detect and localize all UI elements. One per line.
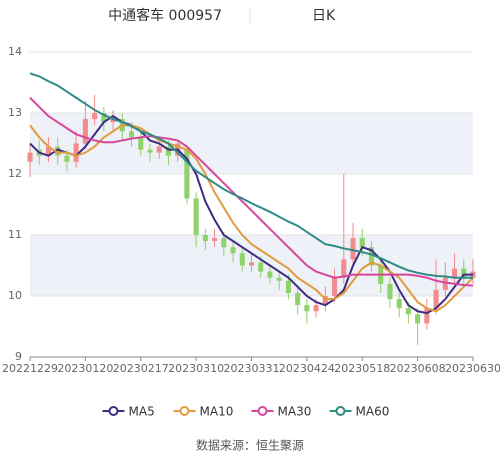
legend-label: MA10 — [200, 405, 234, 419]
candle-body — [239, 253, 245, 266]
candle-body — [45, 146, 51, 156]
legend-marker — [257, 406, 268, 416]
candle-body — [258, 262, 264, 272]
candle-body — [267, 271, 273, 278]
candle-body — [313, 305, 319, 312]
chart-subtitle: 日K — [312, 8, 336, 24]
candle-body — [55, 146, 61, 156]
candle-body — [368, 247, 375, 266]
legend-label: MA30 — [278, 405, 312, 419]
ma-line — [29, 72, 473, 279]
candle-body — [184, 149, 190, 199]
x-tick-label: 20230217 — [113, 362, 169, 375]
candle-body — [341, 259, 347, 278]
candle-body — [147, 149, 153, 153]
legend-item: MA30 — [251, 405, 312, 419]
legend: MA5 MA10 MA30 MA60 — [102, 405, 390, 419]
candle-body — [92, 113, 98, 120]
legend-marker — [335, 406, 346, 416]
candle-body — [359, 238, 365, 248]
candle-body — [82, 119, 88, 144]
legend-item: MA60 — [329, 405, 390, 419]
y-tick-label: 9 — [15, 350, 22, 363]
candle-body — [128, 131, 135, 138]
candle-body — [461, 268, 467, 278]
candle-body — [322, 296, 328, 306]
x-tick-label: 20230518 — [334, 362, 390, 375]
candle-body — [405, 308, 411, 315]
x-tick-label: 20230630 — [445, 362, 500, 375]
candle-body — [350, 238, 356, 260]
candle-body — [387, 283, 393, 300]
candle-body — [193, 198, 199, 235]
chart-title: 中通客车 000957 — [108, 7, 222, 24]
candle-body — [442, 277, 448, 290]
x-tick-label: 20230331 — [224, 362, 280, 375]
candle-body — [424, 308, 430, 324]
candle-body — [396, 299, 402, 309]
candle-body — [304, 305, 310, 312]
y-tick-label: 10 — [8, 289, 22, 302]
y-tick-label: 11 — [8, 228, 22, 241]
candle-body — [156, 146, 162, 153]
candle-body — [276, 277, 282, 281]
ma-line — [29, 124, 474, 313]
legend-label: MA60 — [356, 405, 390, 419]
legend-marker — [179, 406, 190, 416]
candle-body — [212, 238, 218, 242]
candle-body — [332, 277, 338, 296]
candle-body — [101, 113, 107, 123]
candle-body — [452, 268, 458, 278]
candle-body — [221, 238, 227, 248]
x-tick-label: 20230310 — [168, 362, 224, 375]
x-tick-label: 20230608 — [390, 362, 446, 375]
ma-line — [29, 97, 474, 287]
candle-body — [27, 152, 33, 162]
legend-item: MA10 — [173, 405, 234, 419]
y-tick-label: 13 — [8, 106, 22, 119]
candle-body — [295, 292, 301, 306]
candle-body — [230, 247, 236, 254]
legend-label: MA5 — [129, 405, 155, 419]
x-tick-label: 20230120 — [57, 362, 113, 375]
y-tick-label: 12 — [8, 167, 22, 180]
candle-body — [285, 280, 291, 293]
candle-body — [64, 155, 70, 162]
candle-body — [415, 314, 421, 324]
candle-body — [110, 119, 116, 123]
candle-body — [73, 143, 79, 162]
ma-line — [29, 114, 473, 315]
y-tick-label: 14 — [8, 45, 22, 58]
legend-item: MA5 — [102, 405, 155, 419]
legend-marker — [108, 406, 119, 416]
candle-body — [202, 235, 208, 242]
candle-body — [165, 146, 171, 156]
candle-body — [433, 289, 439, 309]
candle-body — [248, 262, 255, 266]
source-note: 数据来源：恒生聚源 — [196, 438, 304, 453]
x-tick-label: 20230424 — [279, 362, 335, 375]
x-tick-label: 20221229 — [2, 362, 58, 375]
candle-body — [138, 137, 144, 150]
